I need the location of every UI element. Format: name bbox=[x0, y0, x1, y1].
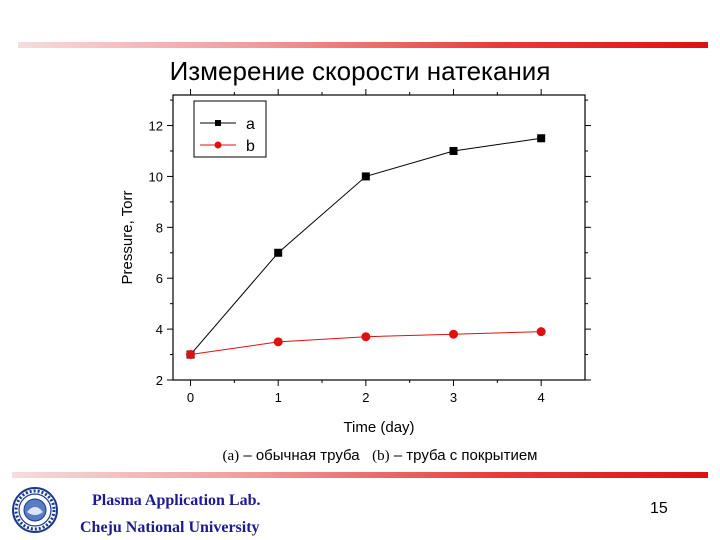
caption-b-marker: (b) bbox=[372, 448, 390, 464]
slide-title: Измерение скорости натекания bbox=[169, 56, 551, 86]
x-tick-label: 4 bbox=[538, 390, 545, 405]
lab-name: Plasma Application Lab. bbox=[92, 492, 261, 509]
data-point-a bbox=[361, 172, 370, 181]
data-point-b bbox=[361, 332, 371, 342]
chart-caption: (a) – обычная труба (b) – труба с покрыт… bbox=[0, 447, 720, 465]
x-tick-label: 3 bbox=[450, 390, 457, 405]
x-tick-label: 2 bbox=[362, 390, 369, 405]
x-tick-label: 1 bbox=[275, 390, 282, 405]
data-point-b bbox=[273, 337, 283, 347]
y-axis-label: Pressure, Torr bbox=[119, 191, 136, 285]
page-number: 15 bbox=[650, 500, 668, 517]
data-point-b bbox=[449, 329, 459, 339]
legend-marker-b bbox=[214, 141, 222, 149]
legend-box bbox=[193, 100, 267, 158]
caption-b-text: – труба с покрытием bbox=[389, 447, 538, 464]
legend-marker-a bbox=[215, 120, 221, 126]
data-point-b bbox=[186, 350, 196, 360]
bottom-accent-bar bbox=[12, 472, 708, 478]
data-point-a bbox=[537, 134, 546, 143]
y-tick-label: 2 bbox=[156, 373, 163, 388]
y-tick-label: 4 bbox=[156, 322, 163, 337]
university-name: Cheju National University bbox=[80, 519, 260, 536]
y-tick-label: 10 bbox=[149, 169, 163, 184]
caption-a-marker: (a) bbox=[222, 448, 240, 464]
y-tick-label: 6 bbox=[156, 271, 163, 286]
plot-frame bbox=[172, 94, 586, 381]
x-tick-label: 0 bbox=[187, 390, 194, 405]
y-tick-label: 12 bbox=[149, 119, 163, 134]
legend-label-b: b bbox=[246, 138, 255, 155]
data-point-a bbox=[274, 248, 283, 257]
series-line-a bbox=[190, 137, 542, 355]
data-point-b bbox=[536, 327, 546, 337]
university-seal-logo bbox=[12, 487, 58, 533]
caption-a-text: – обычная труба bbox=[239, 447, 360, 464]
data-point-a bbox=[449, 146, 458, 155]
legend-label-a: a bbox=[246, 116, 255, 133]
y-tick-label: 8 bbox=[156, 220, 163, 235]
top-accent-bar bbox=[18, 42, 708, 48]
x-axis-label: Time (day) bbox=[343, 419, 414, 436]
